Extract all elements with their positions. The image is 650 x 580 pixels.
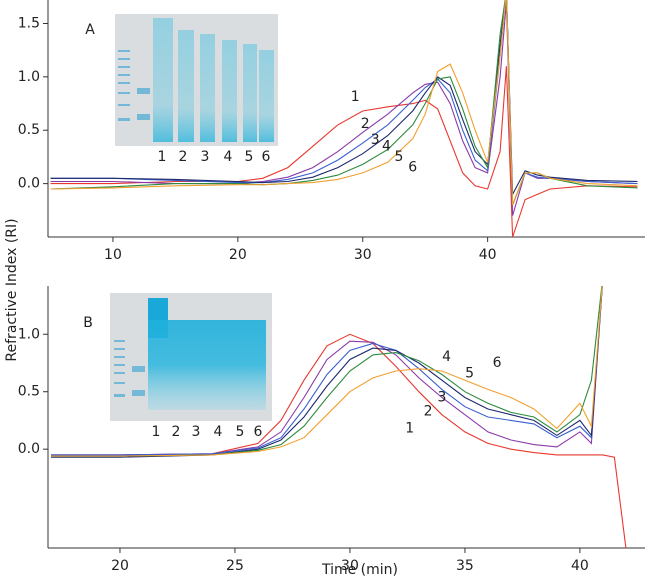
series-line (51, 286, 603, 457)
x-tick-label: 20 (111, 558, 129, 574)
lane-label: 3 (192, 424, 201, 440)
lane-label: 2 (172, 424, 181, 440)
x-tick-label: 20 (229, 247, 247, 263)
curve-label: 5 (465, 365, 474, 381)
curve-label: 2 (424, 403, 433, 419)
x-tick-label: 35 (456, 558, 474, 574)
lane-label: 6 (262, 149, 271, 165)
panel-label: B (83, 315, 93, 331)
y-axis-label: Refractive Index (RI) (4, 218, 20, 361)
plot-area (51, 286, 627, 548)
panel-label: A (85, 22, 95, 38)
curve-label: 6 (408, 160, 417, 176)
lane-label: 4 (214, 424, 223, 440)
lane-label: 1 (152, 424, 161, 440)
lane-label: 2 (179, 149, 188, 165)
gel-inset (110, 293, 272, 421)
x-tick-label: 40 (571, 558, 589, 574)
y-tick-label: 1.5 (18, 15, 40, 31)
gel-inset (115, 14, 278, 146)
plot-area (50, 0, 638, 237)
curve-label: 2 (361, 116, 370, 132)
series-line (51, 333, 627, 548)
y-tick-label: 0.5 (18, 384, 40, 400)
series-line (50, 0, 638, 206)
curve-label: 4 (442, 349, 451, 365)
curve-label: 1 (351, 89, 360, 105)
series-line (50, 0, 638, 197)
x-axis-label: Time (min) (321, 562, 398, 578)
x-tick-label: 10 (104, 247, 122, 263)
curve-label: 3 (437, 389, 446, 405)
y-tick-label: 0.0 (18, 441, 40, 457)
lane-label: 5 (236, 424, 245, 440)
x-tick-label: 30 (341, 558, 359, 574)
x-tick-label: 25 (226, 558, 244, 574)
curve-label: 1 (405, 420, 414, 436)
curve-label: 3 (371, 132, 380, 148)
y-tick-label: 0.5 (18, 122, 40, 138)
series-line (51, 286, 603, 457)
series-line (50, 66, 638, 237)
x-tick-label: 30 (354, 247, 372, 263)
lane-label: 5 (245, 149, 254, 165)
y-tick-label: 0.0 (18, 176, 40, 192)
lane-label: 3 (201, 149, 210, 165)
x-tick-label: 40 (479, 247, 497, 263)
curve-label: 5 (394, 149, 403, 165)
y-tick-label: 1.0 (18, 69, 40, 85)
lane-label: 1 (158, 149, 167, 165)
curve-label: 6 (493, 355, 502, 371)
lane-label: 6 (254, 424, 263, 440)
y-tick-label: 1.0 (18, 326, 40, 342)
lane-label: 4 (224, 149, 233, 165)
curve-label: 4 (382, 138, 391, 154)
